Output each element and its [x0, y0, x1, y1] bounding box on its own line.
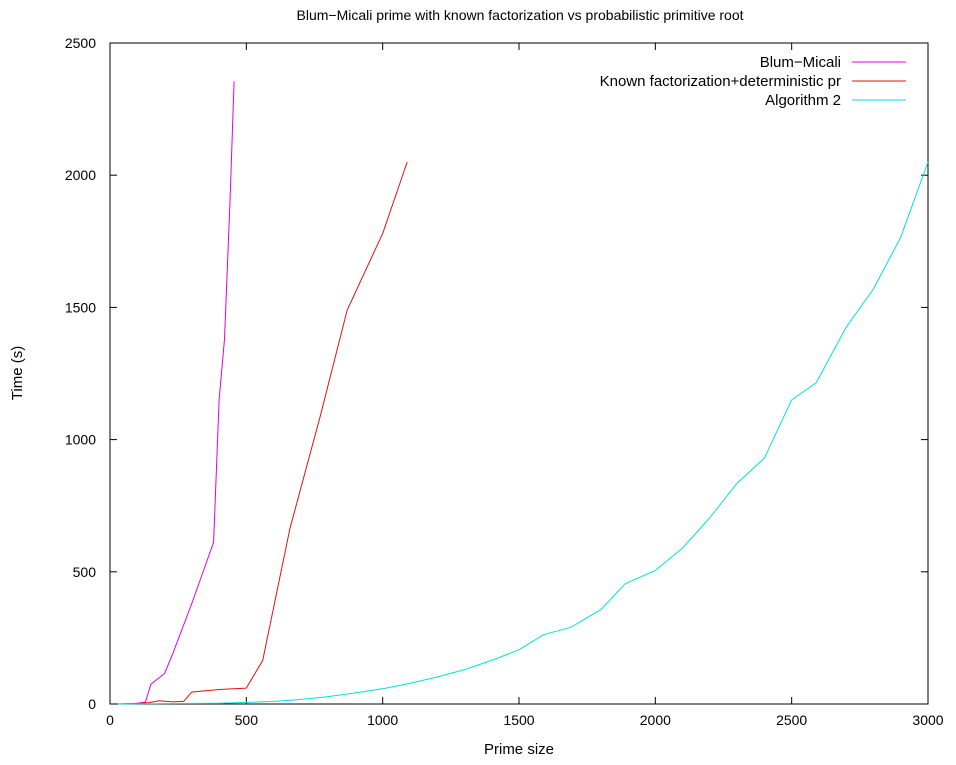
y-tick-label: 500: [73, 564, 97, 580]
legend-label-2: Algorithm 2: [765, 92, 841, 109]
x-axis-label: Prime size: [484, 741, 554, 758]
axis-tick-labels: 0 500 1000 1500 2000 2500 3000 0 500 1000 1500 2000…: [65, 35, 944, 728]
series-lines: [118, 81, 929, 705]
x-tick-label: 3000: [912, 712, 943, 728]
series-line-2: [118, 161, 929, 705]
series-line-1: [118, 161, 408, 705]
chart-title: Blum−Micali prime with known factorizati…: [297, 7, 744, 23]
x-tick-label: 2000: [640, 712, 671, 728]
series-line-0: [118, 81, 235, 705]
y-tick-label: 0: [88, 696, 96, 712]
legend-label-1: Known factorization+deterministic pr: [600, 73, 841, 90]
legend: Blum−Micali Known factorization+determini…: [600, 54, 906, 109]
legend-label-0: Blum−Micali: [760, 54, 841, 71]
x-tick-label: 1000: [367, 712, 398, 728]
y-tick-label: 1500: [65, 299, 96, 315]
y-tick-label: 2000: [65, 167, 96, 183]
x-tick-label: 0: [106, 712, 114, 728]
y-tick-label: 2500: [65, 35, 96, 51]
axis-ticks: [109, 42, 929, 705]
plot-frame: [109, 42, 929, 705]
x-tick-label: 2500: [776, 712, 807, 728]
y-tick-label: 1000: [65, 432, 96, 448]
x-tick-label: 1500: [503, 712, 534, 728]
y-axis-label: Time (s): [9, 346, 26, 400]
x-tick-label: 500: [235, 712, 259, 728]
